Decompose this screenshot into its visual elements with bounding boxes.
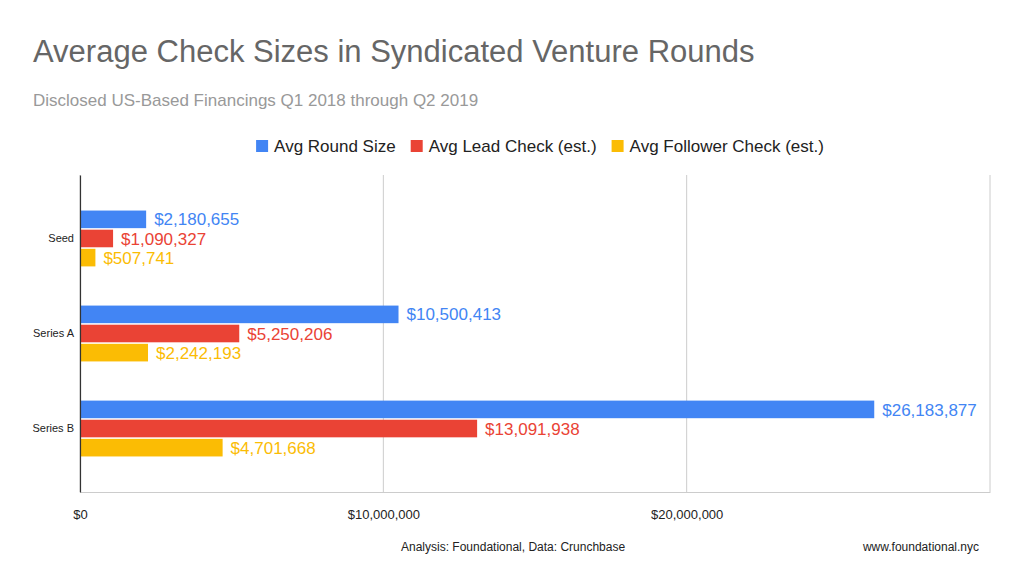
y-tick: Series B: [32, 422, 80, 434]
bar: [80, 306, 399, 324]
bar: [80, 249, 95, 267]
bars: [80, 211, 874, 457]
x-tick: $0: [73, 492, 87, 522]
bar: [80, 211, 146, 229]
grid: [80, 175, 687, 492]
y-tick-label: Series A: [33, 327, 75, 339]
annotation: Analysis: Foundational, Data: Crunchbase: [401, 540, 625, 554]
annotation: www.foundational.nyc: [862, 540, 979, 554]
x-axis: $0 $10,000,000 $20,000,000: [73, 492, 990, 522]
grid-line: [686, 175, 687, 492]
data-label: $10,500,413: [407, 305, 502, 324]
bar: [80, 420, 477, 438]
y-tick-label: Seed: [48, 232, 74, 244]
x-tick: $10,000,000: [348, 492, 420, 522]
bar: [80, 344, 148, 362]
x-tick: $20,000,000: [651, 492, 723, 522]
data-labels: $2,180,655 $10,500,413 $26,183,877 $1,090,3…: [103, 210, 976, 457]
x-tick-label: $10,000,000: [348, 507, 420, 522]
data-label: $2,180,655: [154, 210, 239, 229]
data-label: $13,091,938: [485, 420, 580, 439]
legend-swatch: [612, 140, 624, 152]
plot-frame: [990, 175, 991, 492]
data-label: $1,090,327: [121, 230, 206, 249]
legend-item: Avg Lead Check (est.): [411, 137, 597, 156]
data-label: $507,741: [103, 249, 174, 268]
data-label: $4,701,668: [231, 439, 316, 458]
subtitle: Disclosed US-Based Financings Q1 2018 th…: [33, 91, 478, 110]
legend-item: Avg Follower Check (est.): [612, 137, 824, 156]
y-tick-label: Series B: [32, 422, 74, 434]
x-tick-label: $0: [73, 507, 87, 522]
x-tick-label: $20,000,000: [651, 507, 723, 522]
title: Average Check Sizes in Syndicated Ventur…: [33, 34, 754, 69]
data-label: $2,242,193: [156, 344, 241, 363]
y-tick: Seed: [48, 232, 80, 244]
legend: Avg Round Size Avg Lead Check (est.) Avg F…: [256, 137, 824, 156]
y-tick: Series A: [33, 327, 80, 339]
legend-label: Avg Lead Check (est.): [429, 137, 597, 156]
legend-item: Avg Round Size: [256, 137, 396, 156]
x-axis-line: [81, 492, 991, 493]
grid-line: [383, 175, 384, 492]
chart: Average Check Sizes in Syndicated Ventur…: [0, 0, 1024, 586]
legend-label: Avg Round Size: [274, 137, 396, 156]
y-axis: Seed Series A Series B: [32, 176, 80, 493]
data-label: $26,183,877: [882, 401, 977, 420]
data-label: $5,250,206: [247, 325, 332, 344]
bar: [80, 439, 223, 457]
legend-swatch: [411, 140, 423, 152]
y-axis-line: [80, 176, 81, 493]
bar: [80, 230, 113, 248]
legend-label: Avg Follower Check (est.): [630, 137, 824, 156]
grid-line: [80, 175, 81, 492]
legend-swatch: [256, 140, 268, 152]
bar: [80, 325, 239, 343]
bar: [80, 401, 874, 419]
